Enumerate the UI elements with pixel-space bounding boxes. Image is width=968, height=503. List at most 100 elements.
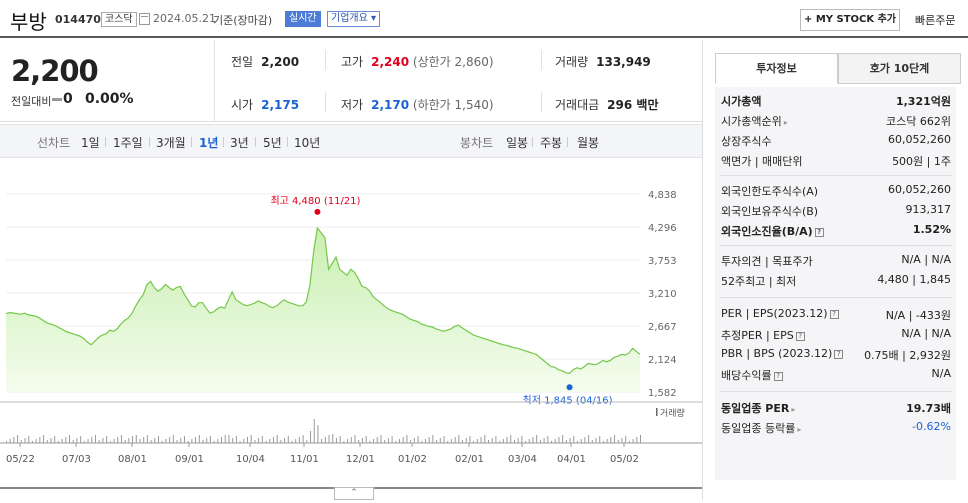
volume-bar (109, 441, 111, 443)
info-row-label: 외국인소진율(B/A)? (721, 223, 824, 239)
volume-bar (551, 441, 553, 443)
info-row-label: 외국인한도주식수(A) (721, 185, 819, 198)
volume-bar (65, 437, 67, 443)
volume-bar (113, 439, 115, 443)
info-row-label[interactable]: 동일업종 PER ▸ (721, 402, 796, 415)
volume-bar (158, 436, 160, 443)
volume-bar (628, 441, 630, 443)
info-row-label[interactable]: 동일업종 등락률 ▸ (721, 422, 802, 435)
high-label: 최고 4,480 (11/21) (270, 195, 360, 207)
volume-bar (354, 435, 356, 443)
divider (223, 137, 224, 147)
help-icon[interactable]: ? (773, 371, 783, 381)
candle-daily[interactable]: 일봉 (506, 136, 529, 150)
volume-bar (606, 439, 608, 443)
help-icon[interactable]: ? (829, 309, 839, 319)
high-marker (314, 208, 321, 215)
volume-bar (265, 441, 267, 443)
info-row-label[interactable]: 시가총액순위 ▸ (721, 115, 788, 128)
volume-bar (180, 438, 182, 443)
volume-bar (562, 435, 564, 443)
day-high: 고가 2,240 (상한가 2,860) (341, 53, 494, 70)
volume-bar (54, 436, 56, 443)
realtime-button[interactable]: 실시간 (285, 11, 321, 27)
info-row-value: N/A | -433원 (885, 309, 951, 322)
period-10y[interactable]: 10년 (294, 136, 321, 150)
info-row-value: 코스닥 662위 (886, 115, 951, 128)
volume-bar (246, 437, 248, 443)
x-tick-label: 05/02 (610, 454, 639, 465)
volume-bar (284, 438, 286, 443)
period-3m[interactable]: 3개월 (156, 136, 186, 150)
period-1d[interactable]: 1일 (81, 136, 100, 150)
volume-bar (373, 439, 375, 443)
price-chart[interactable]: 4,838 4,296 3,753 3,210 2,667 2,124 1,582 최고 4,… (0, 158, 702, 500)
volume-bar (462, 440, 464, 443)
divider (255, 137, 256, 147)
volume-bar (69, 435, 71, 443)
trade-value-label: 거래대금 (555, 98, 600, 112)
chevron-right-icon[interactable]: ▸ (797, 425, 802, 434)
price-chart-svg[interactable]: 4,838 4,296 3,753 3,210 2,667 2,124 1,582 최고 4,… (0, 158, 702, 500)
volume-bar (491, 438, 493, 443)
volume-bar (250, 435, 252, 443)
volume-bar (421, 441, 423, 443)
prev-close-value: 2,200 (261, 55, 300, 69)
help-icon[interactable]: ? (814, 227, 824, 237)
info-row-label: 외국인보유주식수(B) (721, 205, 819, 218)
period-1y[interactable]: 1년 (199, 136, 219, 150)
volume-bar (221, 437, 223, 443)
quote-basis: 기준(장마감) (213, 14, 273, 27)
divider (541, 50, 542, 70)
info-row-value: 0.75배 | 2,932원 (864, 349, 951, 362)
volume-bar (161, 441, 163, 443)
high-value: 2,240 (371, 55, 410, 69)
quick-order-link[interactable]: 빠른주문 (915, 14, 956, 27)
volume-bar (532, 437, 534, 443)
volume-bar (439, 438, 441, 443)
x-tick-label: 05/22 (6, 454, 35, 465)
candle-weekly[interactable]: 주봉 (540, 136, 563, 150)
help-icon[interactable]: ? (834, 349, 844, 359)
candle-monthly[interactable]: 월봉 (577, 136, 600, 150)
volume-bar (506, 437, 508, 443)
x-tick-label: 07/03 (62, 454, 91, 465)
info-row-value: N/A | N/A (901, 327, 951, 340)
volume-bar (358, 440, 360, 443)
volume-bar (28, 436, 30, 443)
volume-bar (558, 437, 560, 443)
low-label: 저가 (341, 98, 364, 112)
help-icon[interactable]: ? (795, 331, 805, 341)
chevron-right-icon[interactable]: ▸ (791, 405, 796, 414)
volume-bar (395, 441, 397, 443)
period-toolbar: 선차트 1일 1주일 3개월 1년 3년 5년 10년 봉차트 일봉 주봉 월봉 (0, 124, 702, 158)
x-tick-label: 01/02 (398, 454, 427, 465)
divider (287, 137, 288, 147)
period-3y[interactable]: 3년 (230, 136, 249, 150)
volume-bar (20, 440, 22, 443)
volume-bar (261, 436, 263, 443)
volume-bar (57, 441, 59, 443)
volume-bar (295, 439, 297, 443)
period-1w[interactable]: 1주일 (113, 136, 143, 150)
info-row-label: PER | EPS(2023.12)? (721, 307, 839, 320)
info-row-label: 투자의견 | 목표주가 (721, 255, 813, 268)
info-row: 시가총액순위 ▸ 코스닥 662위 (721, 113, 951, 131)
company-overview-dropdown[interactable]: 기업개요 ▾ (327, 11, 380, 27)
volume-bar (640, 435, 641, 443)
collapse-chart-button[interactable]: ⌃ (334, 487, 374, 500)
x-tick-label: 03/04 (508, 454, 537, 465)
calendar-icon (139, 13, 150, 25)
volume-bar (306, 440, 308, 443)
add-my-stock-button[interactable]: + MY STOCK 추가 (800, 9, 900, 31)
chevron-right-icon[interactable]: ▸ (783, 118, 788, 127)
volume-bar (202, 440, 204, 443)
tab-investment-info[interactable]: 투자정보 (715, 53, 838, 84)
volume-bar (339, 436, 341, 443)
period-5y[interactable]: 5년 (263, 136, 282, 150)
group-divider (720, 391, 952, 392)
info-row-label: 액면가 | 매매단위 (721, 155, 803, 168)
x-tick-label: 08/01 (118, 454, 147, 465)
divider (532, 137, 533, 147)
tab-orderbook[interactable]: 호가 10단계 (838, 53, 961, 84)
